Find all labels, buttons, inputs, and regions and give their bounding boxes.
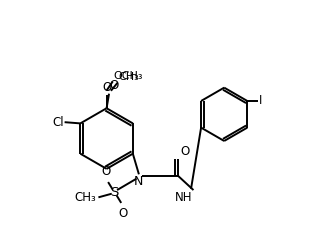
Text: I: I [259,94,262,107]
Text: NH: NH [175,191,192,204]
Text: CH₃: CH₃ [118,72,139,82]
Text: CH₃: CH₃ [74,191,96,204]
Text: O: O [110,79,119,93]
Text: S: S [111,186,119,199]
Text: N: N [134,175,144,188]
Text: O: O [181,145,190,158]
Text: O: O [119,207,128,220]
Text: O: O [102,165,111,178]
Text: Cl: Cl [52,116,64,129]
Text: O: O [102,81,111,94]
Text: OCH₃: OCH₃ [113,71,143,81]
